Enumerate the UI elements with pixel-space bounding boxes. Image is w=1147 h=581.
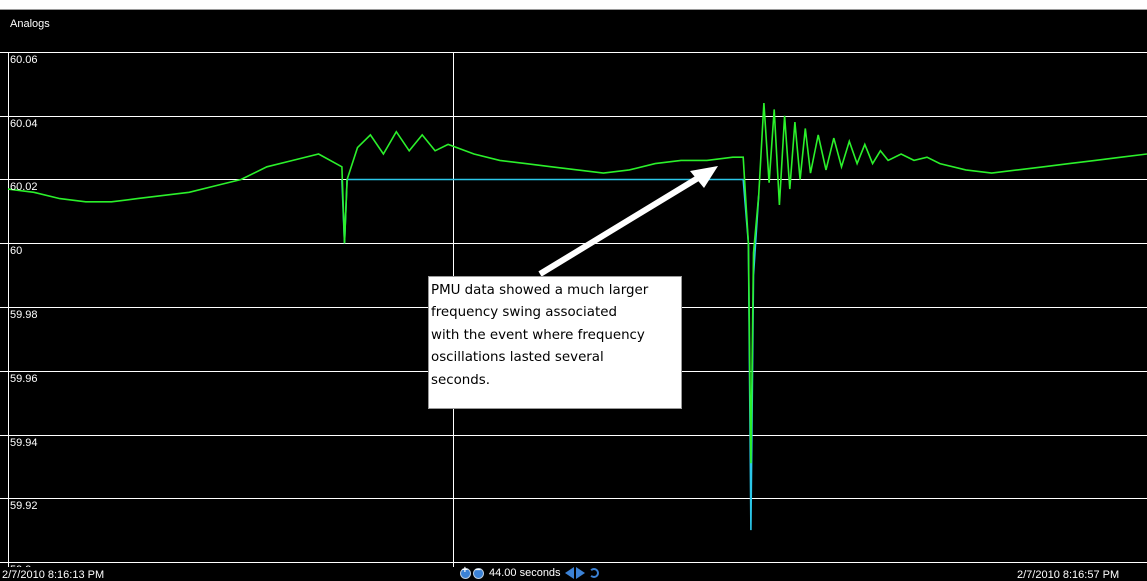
zoom-out-icon[interactable] bbox=[473, 565, 484, 579]
zoom-in-icon[interactable] bbox=[460, 565, 471, 579]
y-tick-label: 60.06 bbox=[10, 53, 38, 66]
y-tick-label: 59.98 bbox=[10, 308, 38, 321]
time-span-label: 44.00 seconds bbox=[489, 567, 561, 579]
arrow-head bbox=[690, 166, 718, 188]
y-tick-label: 59.96 bbox=[10, 372, 38, 385]
series-line bbox=[7, 102, 1147, 464]
series-group bbox=[7, 102, 1147, 531]
y-tick-label: 59.94 bbox=[10, 436, 38, 449]
scroll-left-icon[interactable] bbox=[564, 567, 574, 579]
refresh-icon[interactable] bbox=[588, 568, 599, 578]
annotation-arrow bbox=[538, 166, 718, 277]
y-tick-label: 60.02 bbox=[10, 180, 38, 193]
end-time-label: 2/7/2010 8:16:57 PM bbox=[1017, 569, 1120, 581]
scroll-right-icon[interactable] bbox=[575, 567, 585, 579]
arrow-shaft bbox=[538, 175, 700, 277]
time-controls: 44.00 seconds bbox=[460, 565, 599, 580]
panel-title: Analogs bbox=[10, 18, 50, 30]
start-time-label: 2/7/2010 8:16:13 PM bbox=[2, 569, 105, 581]
top-strip bbox=[0, 0, 1147, 10]
annotation-box: PMU data showed a much larger frequency … bbox=[428, 276, 682, 409]
y-tick-label: 59.92 bbox=[10, 499, 38, 512]
y-tick-label: 60.04 bbox=[10, 117, 38, 130]
y-tick-label: 60 bbox=[10, 244, 23, 257]
